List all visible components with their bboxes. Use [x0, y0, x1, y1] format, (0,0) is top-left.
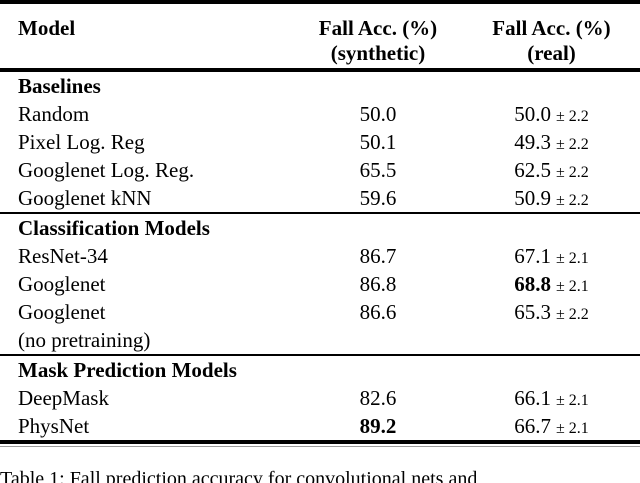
table-row: Random 50.0 50.0 ± 2.2	[0, 100, 640, 128]
model-cell: Googlenet	[18, 300, 106, 324]
model-cell: Googlenet Log. Reg.	[18, 158, 195, 182]
table-row: Googlenet 86.8 68.8 ± 2.1	[0, 270, 640, 298]
model-cell: PhysNet	[18, 414, 90, 438]
header-bottom-rule	[0, 68, 640, 72]
model-cell: DeepMask	[18, 386, 109, 410]
real-value-pm: ± 2.2	[555, 306, 589, 323]
real-value: 67.1 ± 2.1	[463, 242, 640, 273]
header-real-line2: (real)	[527, 41, 576, 65]
model-cell: (no pretraining)	[18, 328, 151, 352]
synthetic-value	[293, 326, 463, 357]
real-value-pm: ± 2.2	[555, 136, 589, 153]
real-value-pm: ± 2.2	[555, 108, 589, 125]
table-row: DeepMask 82.6 66.1 ± 2.1	[0, 384, 640, 412]
real-value: 50.0 ± 2.2	[463, 100, 640, 131]
model-cell: Googlenet	[18, 272, 106, 296]
model-cell: Googlenet kNN	[18, 186, 152, 210]
real-value: 66.7 ± 2.1	[463, 412, 640, 443]
real-value-pm: ± 2.1	[555, 420, 589, 437]
table-row: Pixel Log. Reg 50.1 49.3 ± 2.2	[0, 128, 640, 156]
real-value: 62.5 ± 2.2	[463, 156, 640, 187]
synthetic-value: 65.5	[359, 158, 397, 182]
header-real: Fall Acc. (%) (real)	[463, 16, 640, 68]
model-cell: ResNet-34	[18, 244, 108, 268]
section-classification-models: Classification Models	[18, 216, 210, 240]
table-bottom-rule	[0, 440, 640, 444]
header-real-line1: Fall Acc. (%)	[492, 16, 611, 40]
header-model: Model	[18, 16, 76, 40]
real-value: 68.8 ± 2.1	[463, 270, 640, 301]
table-top-rule	[0, 0, 640, 4]
table-caption-clipped: Table 1: Fall prediction accuracy for co…	[0, 468, 478, 483]
synthetic-value: 59.6	[359, 186, 397, 210]
real-value-main: 65.3	[514, 300, 551, 324]
real-value-main: 67.1	[514, 244, 551, 268]
header-synthetic: Fall Acc. (%) (synthetic)	[293, 16, 463, 68]
real-value: 50.9 ± 2.2	[463, 184, 640, 215]
table-row: PhysNet 89.2 66.7 ± 2.1	[0, 412, 640, 440]
synthetic-value: 50.0	[359, 102, 397, 126]
real-value: 65.3 ± 2.2	[463, 298, 640, 329]
real-value-pm: ± 2.1	[555, 250, 589, 267]
table-row: Googlenet Log. Reg. 65.5 62.5 ± 2.2	[0, 156, 640, 184]
real-value: 66.1 ± 2.1	[463, 384, 640, 415]
real-value-main: 49.3	[514, 130, 551, 154]
synthetic-value: 86.8	[359, 272, 397, 296]
real-value-pm: ± 2.1	[555, 278, 589, 295]
real-value	[463, 326, 640, 357]
real-value-pm: ± 2.1	[555, 392, 589, 409]
table-bottom-sub-rule	[0, 446, 640, 447]
section-mask-prediction-models: Mask Prediction Models	[18, 358, 237, 382]
real-value-main-best: 68.8	[514, 272, 551, 296]
real-value-main: 62.5	[514, 158, 551, 182]
real-value-main: 50.9	[514, 186, 551, 210]
header-synthetic-line1: Fall Acc. (%)	[318, 16, 438, 40]
synthetic-value-best: 89.2	[359, 414, 397, 438]
section-baselines: Baselines	[18, 74, 101, 98]
table-header-row: Model Fall Acc. (%) (synthetic) Fall Acc…	[0, 4, 640, 68]
synthetic-value: 82.6	[359, 386, 397, 410]
table-row: Googlenet 86.6 65.3 ± 2.2	[0, 298, 640, 326]
section-divider-rule	[0, 354, 640, 356]
real-value-main: 50.0	[514, 102, 551, 126]
header-synthetic-line2: (synthetic)	[330, 41, 426, 65]
model-cell: Random	[18, 102, 90, 126]
section-divider-rule	[0, 212, 640, 214]
synthetic-value: 86.6	[359, 300, 397, 324]
table-row: ResNet-34 86.7 67.1 ± 2.1	[0, 242, 640, 270]
real-value-main: 66.1	[514, 386, 551, 410]
table-row: Googlenet kNN 59.6 50.9 ± 2.2	[0, 184, 640, 212]
synthetic-value: 50.1	[359, 130, 397, 154]
model-cell: Pixel Log. Reg	[18, 130, 145, 154]
real-value-pm: ± 2.2	[555, 164, 589, 181]
real-value-main: 66.7	[514, 414, 551, 438]
table-row: (no pretraining)	[0, 326, 640, 354]
synthetic-value: 86.7	[359, 244, 397, 268]
real-value-pm: ± 2.2	[555, 192, 589, 209]
real-value: 49.3 ± 2.2	[463, 128, 640, 159]
